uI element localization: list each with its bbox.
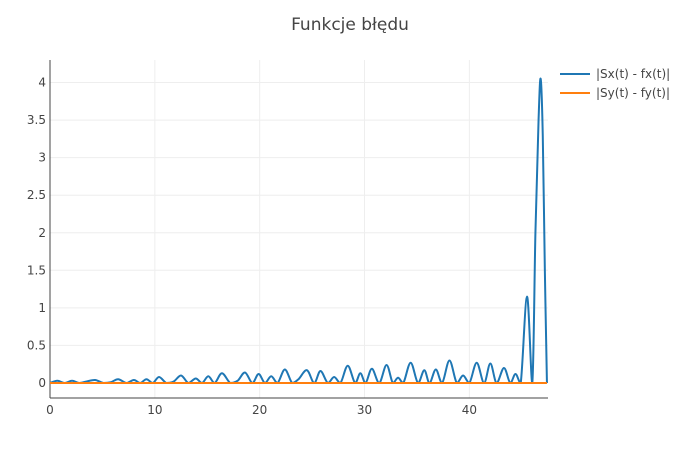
legend-label-2: |Sy(t) - fy(t)| xyxy=(596,86,670,100)
series-line-1 xyxy=(49,77,548,384)
y-tick-label: 0.5 xyxy=(27,338,46,352)
x-tick-label: 30 xyxy=(357,403,372,417)
y-tick-label: 1.5 xyxy=(27,263,46,277)
x-tick-label: 0 xyxy=(46,403,54,417)
x-tick-label: 40 xyxy=(462,403,477,417)
y-tick-label: 2.5 xyxy=(27,188,46,202)
legend-label-1: |Sx(t) - fx(t)| xyxy=(596,67,670,81)
y-tick-label: 0 xyxy=(38,376,46,390)
x-tick-label: 10 xyxy=(147,403,162,417)
y-tick-label: 1 xyxy=(38,301,46,315)
y-tick-label: 4 xyxy=(38,76,46,90)
y-tick-label: 2 xyxy=(38,226,46,240)
chart-title: Funkcje błędu xyxy=(291,15,409,35)
x-tick-label: 20 xyxy=(252,403,267,417)
y-tick-label: 3.5 xyxy=(27,113,46,127)
y-tick-label: 3 xyxy=(38,151,46,165)
